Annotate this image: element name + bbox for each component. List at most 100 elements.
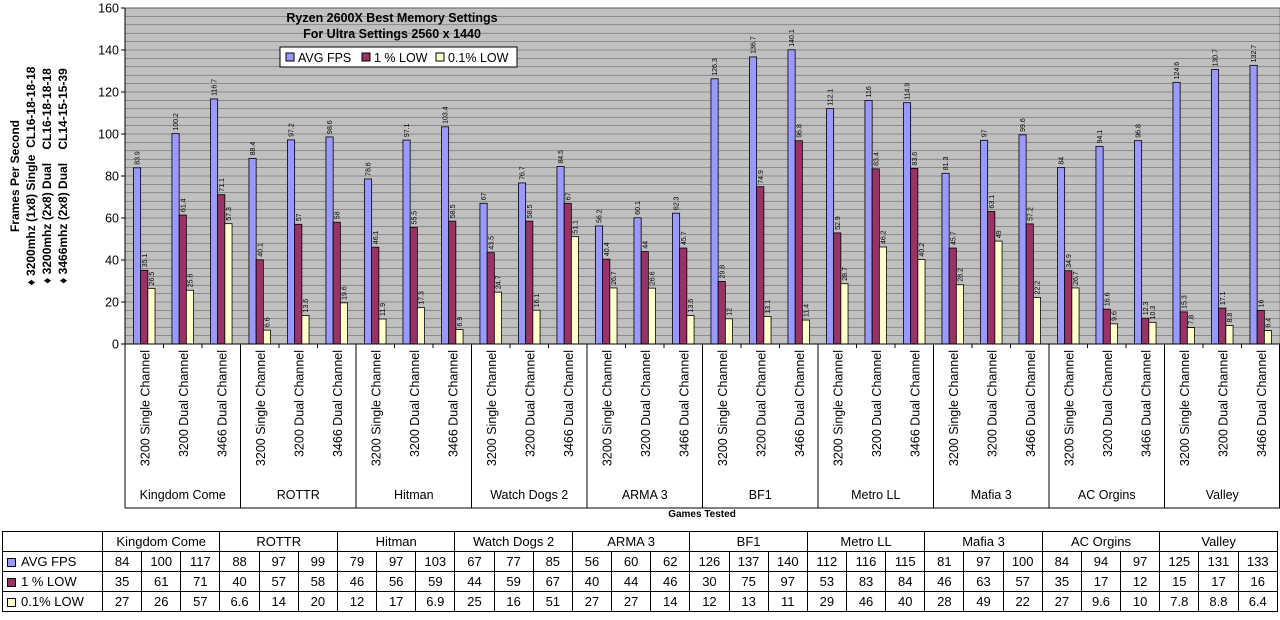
data-table-cell: 59 — [493, 571, 534, 592]
category-label: 3200 Dual Channel — [1101, 350, 1115, 457]
y-tick-label: 0 — [112, 338, 119, 352]
bar — [532, 309, 541, 345]
category-label: 3200 Single Channel — [138, 350, 152, 466]
category-label: 3200 Dual Channel — [639, 350, 653, 457]
category-label: 3466 Dual Channel — [908, 350, 922, 457]
data-table-row-label-text: 1 % LOW — [21, 574, 77, 589]
bar — [402, 139, 411, 345]
data-table-cell: 12 — [336, 591, 378, 612]
bar-value-label: 7.8 — [1188, 315, 1195, 325]
bar — [749, 56, 758, 345]
data-table-cell: 77 — [493, 551, 534, 572]
bar-value-label: 26.7 — [611, 271, 618, 285]
bar-value-label: 26.5 — [149, 272, 156, 286]
bar — [679, 247, 688, 345]
bar-value-label: 78.6 — [366, 162, 373, 176]
bar — [1032, 296, 1041, 345]
bar — [185, 289, 194, 345]
bar — [724, 318, 733, 345]
data-table-cell: 44 — [611, 571, 652, 592]
bar — [787, 49, 796, 345]
bar — [1256, 309, 1265, 345]
y-tick-label: 60 — [105, 212, 119, 226]
data-table-cell: 6.9 — [415, 591, 456, 612]
data-table-cell: 131 — [1198, 551, 1239, 572]
data-table-cell: 13 — [728, 591, 769, 612]
data-table-cell: 85 — [532, 551, 573, 572]
data-table-cell: 27 — [571, 591, 613, 612]
bar-value-label: 40.2 — [919, 243, 926, 257]
bar-value-label: 12.3 — [1143, 301, 1150, 315]
bar-value-label: 28.7 — [842, 267, 849, 281]
bar-value-label: 49 — [996, 230, 1003, 238]
bar — [378, 318, 387, 345]
category-label: 3200 Dual Channel — [754, 350, 768, 457]
bar — [262, 329, 271, 345]
data-table-cell: 94 — [1080, 551, 1122, 572]
bar-value-label: 103.4 — [443, 106, 450, 124]
legend-swatch-1pct-low — [361, 52, 371, 62]
bar-value-label: 71.1 — [219, 178, 226, 192]
game-group-label: Metro LL — [851, 488, 900, 502]
bar-value-label: 16 — [1258, 300, 1265, 308]
y-tick-label: 20 — [105, 296, 119, 310]
bar — [1134, 140, 1143, 345]
data-table-cell: 30 — [689, 571, 730, 592]
bar-value-label: 6.4 — [1265, 318, 1272, 328]
data-table-cell: 97 — [963, 551, 1004, 572]
bar — [140, 269, 149, 345]
bar-value-label: 8.8 — [1227, 313, 1234, 323]
data-table-cell: 51 — [532, 591, 573, 612]
bar-value-label: 63.1 — [989, 195, 996, 209]
category-label: 3200 Single Channel — [485, 350, 499, 466]
y-axis-title: Frames Per Second ♦ 3200mhz (1x8) Single… — [8, 66, 70, 285]
bar — [826, 108, 835, 345]
y-axis-config-line-2: ♦ 3200mhz (2x8) Dual CL16-18-18-18 — [40, 68, 54, 284]
bar-value-label: 96.8 — [1136, 124, 1143, 138]
bar-value-label: 83.4 — [873, 152, 880, 166]
bar — [486, 252, 495, 345]
bar-value-label: 13.6 — [688, 299, 695, 313]
data-table-row-label-text: AVG FPS — [21, 554, 77, 569]
category-label: 3466 Dual Channel — [562, 350, 576, 457]
bar-value-label: 24.7 — [495, 275, 502, 289]
bar-value-label: 74.9 — [758, 170, 765, 184]
bar — [416, 307, 425, 345]
category-label: 3200 Single Channel — [254, 350, 268, 466]
bar — [1225, 325, 1234, 345]
bar-value-label: 6.9 — [457, 317, 464, 327]
bar-value-label: 97 — [982, 129, 989, 137]
data-table-header: Watch Dogs 2 — [454, 531, 573, 552]
y-tick-label: 100 — [98, 128, 119, 142]
bar-value-label: 56.2 — [597, 209, 604, 223]
data-table-cell: 97 — [258, 551, 299, 572]
data-table-body: Kingdom Come ROTTR Hitman Watch Dogs 2 ARMA … — [2, 531, 1279, 612]
bar-value-label: 10.3 — [1150, 306, 1157, 320]
bar-value-label: 98.6 — [327, 120, 334, 134]
y-tick-label: 40 — [105, 254, 119, 268]
data-table-cell: 17 — [1080, 571, 1122, 592]
bar — [640, 251, 649, 345]
bar-value-label: 52.9 — [835, 216, 842, 230]
bar — [1095, 145, 1104, 345]
bar-value-label: 15.3 — [1181, 295, 1188, 309]
legend-key-swatch — [7, 558, 16, 568]
bar-value-label: 67 — [565, 192, 572, 200]
bar-value-label: 81.3 — [943, 157, 950, 171]
category-label: 3200 Single Channel — [369, 350, 383, 466]
data-table-cell: 14 — [258, 591, 299, 612]
data-table-header: ARMA 3 — [571, 531, 691, 552]
data-table-header: Valley — [1159, 531, 1278, 552]
data-table-header: AC Orgins — [1041, 531, 1161, 552]
bar-value-label: 45.7 — [681, 231, 688, 245]
bar-value-label: 58.5 — [450, 204, 457, 218]
bar — [248, 157, 257, 345]
bar-value-label: 46.2 — [880, 230, 887, 244]
bar-value-label: 94.1 — [1097, 130, 1104, 144]
category-label: 3466 Dual Channel — [1024, 350, 1038, 457]
bar-value-label: 43.5 — [488, 236, 495, 250]
data-table-cell: 117 — [180, 551, 221, 572]
bar — [987, 211, 996, 345]
data-table-cell: 44 — [454, 571, 495, 592]
legend-box — [279, 46, 518, 68]
